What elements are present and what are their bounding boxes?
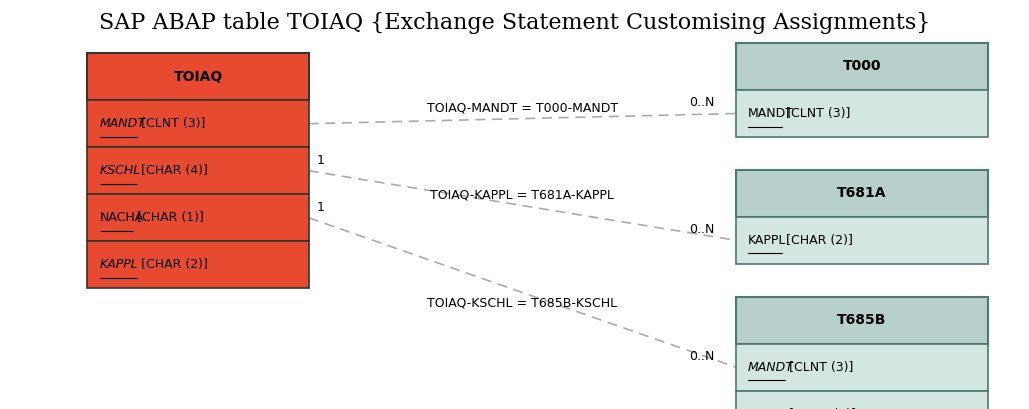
Text: KAPPL: KAPPL: [748, 408, 787, 409]
Bar: [87, 147, 309, 194]
Text: [CHAR (4)]: [CHAR (4)]: [137, 164, 208, 177]
Bar: [736, 217, 988, 264]
Bar: [736, 170, 988, 217]
Text: 1: 1: [317, 154, 325, 167]
Bar: [736, 297, 988, 344]
Text: MANDT: MANDT: [748, 107, 794, 120]
Text: 0..N: 0..N: [689, 97, 715, 109]
Text: KSCHL: KSCHL: [100, 164, 141, 177]
Text: MANDT: MANDT: [100, 117, 146, 130]
Text: KAPPL: KAPPL: [748, 234, 786, 247]
Bar: [87, 241, 309, 288]
Text: TOIAQ-MANDT = T000-MANDT: TOIAQ-MANDT = T000-MANDT: [427, 102, 617, 115]
Text: MANDT: MANDT: [748, 361, 794, 373]
Text: [CHAR (1)]: [CHAR (1)]: [134, 211, 204, 224]
Bar: [736, 90, 988, 137]
Text: [CHAR (2)]: [CHAR (2)]: [137, 258, 208, 271]
Text: SAP ABAP table TOIAQ {Exchange Statement Customising Assignments}: SAP ABAP table TOIAQ {Exchange Statement…: [99, 12, 930, 34]
Text: 0..N: 0..N: [689, 350, 715, 363]
Bar: [736, 391, 988, 409]
Text: TOIAQ: TOIAQ: [174, 70, 222, 84]
Text: KAPPL: KAPPL: [100, 258, 139, 271]
Bar: [736, 344, 988, 391]
Text: [CHAR (2)]: [CHAR (2)]: [785, 408, 856, 409]
Text: NACHA: NACHA: [100, 211, 144, 224]
Text: [CLNT (3)]: [CLNT (3)]: [785, 361, 853, 373]
Text: [CHAR (2)]: [CHAR (2)]: [782, 234, 852, 247]
Text: [CLNT (3)]: [CLNT (3)]: [782, 107, 850, 120]
Text: T681A: T681A: [837, 186, 887, 200]
Text: TOIAQ-KAPPL = T681A-KAPPL: TOIAQ-KAPPL = T681A-KAPPL: [430, 189, 614, 202]
Bar: [87, 100, 309, 147]
Text: T000: T000: [843, 59, 881, 74]
Text: [CLNT (3)]: [CLNT (3)]: [137, 117, 205, 130]
Text: 1: 1: [317, 201, 325, 213]
Text: 0..N: 0..N: [689, 223, 715, 236]
Text: T685B: T685B: [838, 313, 886, 327]
Bar: [87, 53, 309, 100]
Bar: [87, 194, 309, 241]
Bar: [736, 43, 988, 90]
Text: TOIAQ-KSCHL = T685B-KSCHL: TOIAQ-KSCHL = T685B-KSCHL: [427, 296, 617, 309]
